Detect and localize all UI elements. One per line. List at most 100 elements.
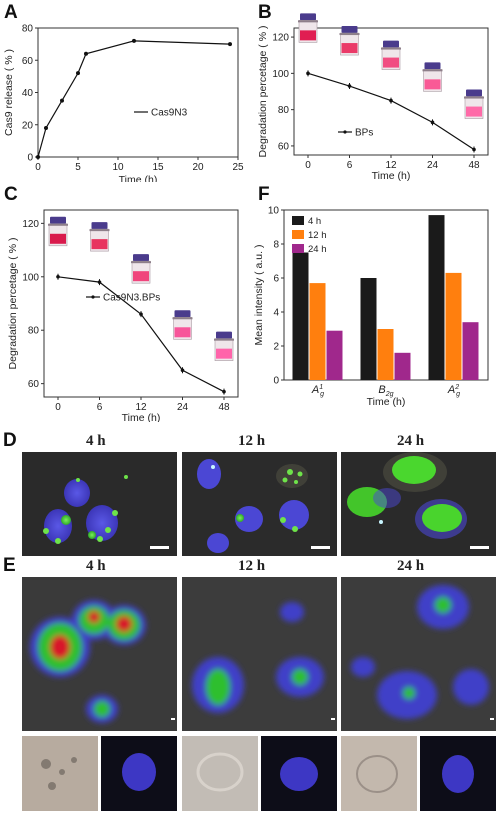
chart-a-xtick-label: 15 [152, 162, 164, 173]
vial-icon [172, 310, 193, 340]
vial-neck [214, 338, 234, 341]
panel-e-time-4h: 4 h [86, 558, 106, 574]
vial-neck [381, 47, 401, 50]
chart-f-mean-intensity: 0 2 4 6 8 10 Mean intensity ( a.u. ) A1 g B2g A2 g T… [253, 206, 489, 408]
vial-icon [214, 331, 234, 361]
panel-e-brightfield-12h [182, 736, 258, 811]
panel-e-dapi-4h [101, 736, 177, 811]
vial-cap [424, 62, 441, 70]
chart-a-point [44, 125, 48, 130]
panel-e-time-24h: 24 h [397, 558, 425, 574]
chart-c-ytick-label: 60 [28, 379, 40, 390]
chart-a-ytick-label: 80 [22, 24, 34, 35]
panel-label-d: D [3, 430, 17, 451]
chart-a-frame [37, 27, 239, 158]
vial-cap [341, 26, 358, 34]
chart-b-legend-label: BPs [355, 128, 373, 139]
vial-icon [339, 26, 360, 56]
chart-c-ytick-label: 120 [22, 219, 39, 230]
panel-d-time-12h: 12 h [238, 433, 266, 449]
chart-f-bar [462, 322, 479, 380]
chart-a-point [228, 42, 232, 47]
chart-f-bar [377, 329, 394, 380]
chart-b-ytick-label: 120 [272, 33, 289, 44]
chart-f-xtick-label: B2g [378, 384, 393, 398]
chart-c-xtick-label: 12 [135, 402, 147, 413]
chart-f-ytick-label: 2 [273, 342, 279, 353]
chart-a-xtick-label: 10 [112, 162, 124, 173]
chart-c-xtick-label: 24 [177, 402, 189, 413]
chart-a-ytick-label: 0 [27, 153, 33, 164]
vial-icon [131, 254, 151, 284]
vial-neck [464, 96, 484, 99]
chart-c-ytick-label: 80 [28, 326, 40, 337]
vial-icon [464, 89, 484, 119]
chart-c-ylabel: Degradation percetage ( % ) [7, 238, 19, 370]
chart-a-xlabel: Time (h) [119, 174, 158, 182]
panel-e-dapi-24h [420, 736, 496, 811]
chart-f-xlabel: Time (h) [367, 396, 406, 408]
chart-a-xtick-label: 20 [192, 162, 204, 173]
chart-a-point [36, 155, 40, 159]
panel-e-brightfield-4h [22, 736, 98, 811]
chart-f-ytick-label: 10 [268, 206, 280, 217]
chart-f-ytick-label: 6 [273, 274, 279, 285]
vial-liquid [424, 79, 441, 90]
chart-c-ytick-label: 100 [22, 272, 39, 283]
panel-e-dapi-12h [261, 736, 337, 811]
chart-b-ytick-label: 100 [272, 69, 289, 80]
chart-f-legend-swatch [292, 230, 304, 239]
vial-cap [91, 222, 108, 230]
chart-c-legend-marker [91, 295, 95, 299]
chart-f-ytick-label: 0 [273, 376, 279, 387]
chart-a-point [76, 71, 80, 76]
vial-neck [131, 261, 151, 264]
chart-b-xtick-label: 12 [385, 160, 397, 171]
vial-neck [339, 33, 360, 36]
panel-d-time-4h: 4 h [86, 433, 106, 449]
chart-a-series-line [37, 40, 231, 158]
chart-a-xtick-label: 5 [75, 162, 81, 173]
chart-f-bar [292, 252, 309, 380]
chart-f-legend-label: 4 h [308, 216, 321, 227]
chart-a-ytick-label: 40 [22, 88, 34, 99]
chart-f-legend-swatch [292, 216, 304, 225]
vial-neck [298, 20, 318, 23]
chart-f-bar [394, 352, 411, 380]
chart-b-series-line [307, 72, 475, 151]
vial-cap [133, 254, 149, 262]
vial-liquid [300, 30, 316, 41]
vial-liquid [383, 57, 399, 68]
vial-cap [174, 310, 191, 318]
panel-label-f: F [258, 184, 270, 205]
vial-liquid [91, 239, 108, 250]
chart-f-bar [428, 215, 445, 380]
chart-a-point [132, 38, 136, 43]
vial-neck [422, 69, 443, 72]
chart-f-ytick-label: 4 [273, 308, 279, 319]
panel-label-e: E [3, 555, 16, 576]
chart-b-legend-marker [343, 130, 347, 134]
vial-cap [50, 216, 66, 224]
panel-e-image-4h [22, 577, 177, 731]
chart-f-legend-label: 12 h [308, 230, 327, 241]
vial-liquid [50, 233, 66, 244]
panel-d-time-24h: 24 h [397, 433, 425, 449]
vial-icon [298, 13, 318, 43]
panel-d-image-24h [341, 452, 496, 556]
chart-b-xtick-label: 6 [347, 160, 353, 171]
chart-a-ytick-label: 20 [22, 120, 34, 131]
panel-d-image-4h [22, 452, 177, 556]
vial-cap [383, 40, 399, 48]
chart-f-legend-swatch [292, 244, 304, 253]
chart-b-ytick-label: 80 [278, 105, 290, 116]
chart-f-bar [360, 278, 377, 380]
panel-label-a: A [4, 2, 18, 23]
vial-icon [381, 40, 401, 70]
chart-f-bar [326, 330, 343, 380]
chart-a-point [60, 98, 64, 103]
vial-icon [422, 62, 443, 92]
chart-b-ytick-label: 60 [278, 141, 290, 152]
chart-c-legend-label: Cas9N3.BPs [103, 293, 160, 304]
vial-neck [89, 229, 110, 232]
